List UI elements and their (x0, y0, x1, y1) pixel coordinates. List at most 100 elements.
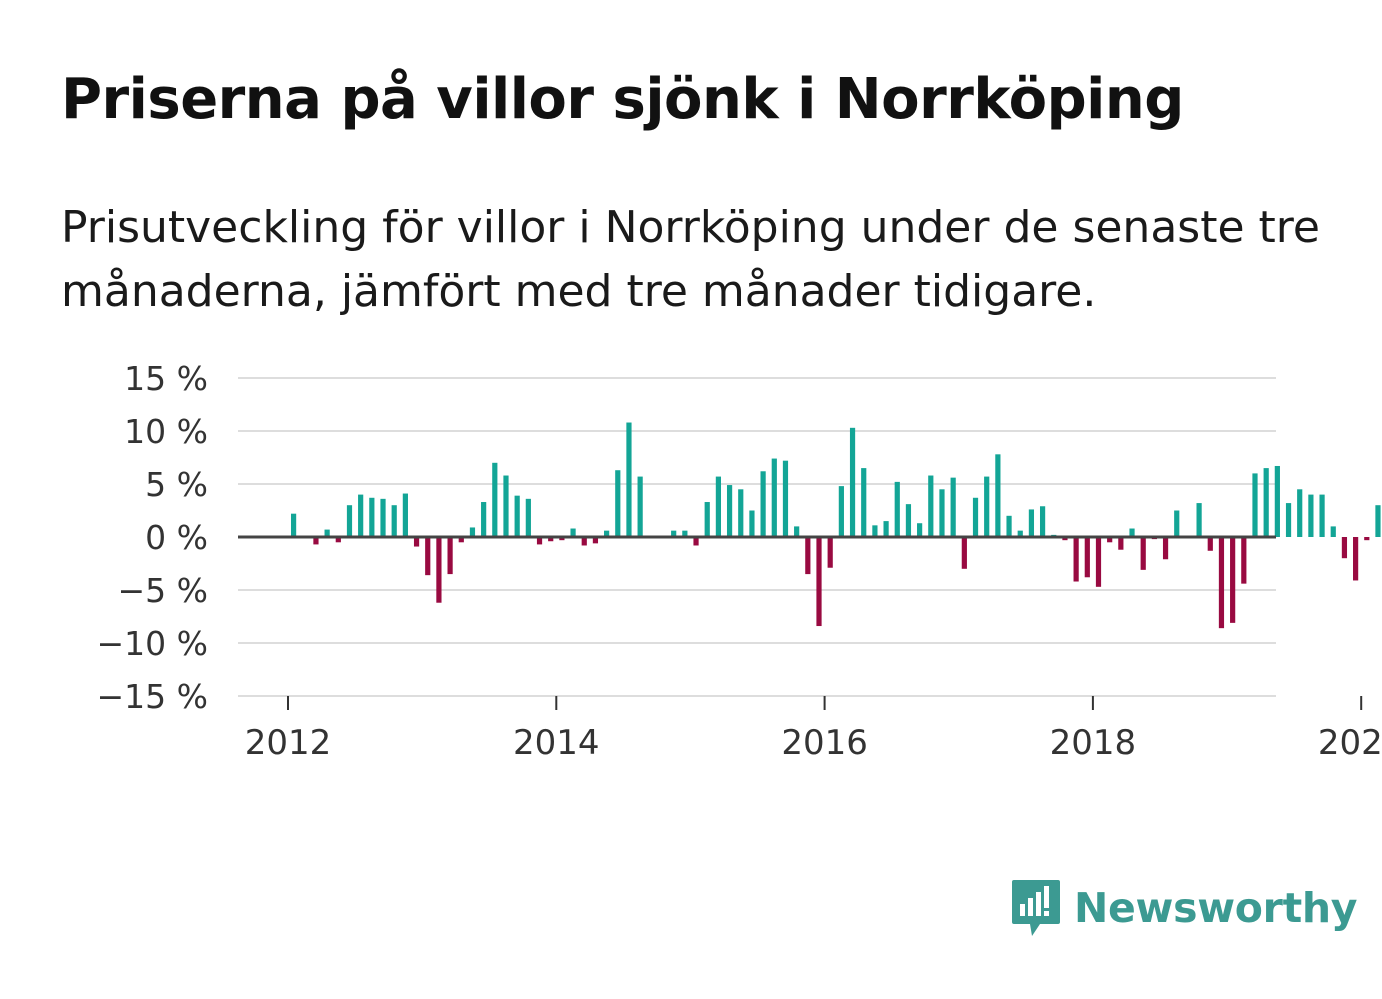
bar (782, 460, 789, 537)
bar (984, 476, 990, 537)
bar (1364, 537, 1370, 541)
y-tick-label: −10 % (97, 624, 209, 663)
bar (290, 513, 297, 537)
bar (1274, 465, 1280, 537)
bar (492, 462, 498, 537)
bar (995, 454, 1001, 537)
bar (972, 497, 979, 537)
bar (1073, 537, 1079, 582)
bar (402, 493, 408, 537)
bar (626, 422, 632, 537)
bar (1297, 489, 1303, 537)
bar (816, 537, 822, 627)
bar (559, 537, 565, 541)
bar (380, 498, 386, 537)
bar (1341, 537, 1348, 559)
bar (1129, 528, 1135, 537)
x-tick-label: 2016 (781, 723, 868, 763)
newsworthy-logo-icon (1012, 880, 1060, 936)
bar (693, 537, 699, 546)
x-axis: 20122014201620182020202220242026 (245, 696, 1382, 763)
bar (861, 468, 867, 537)
bar (503, 475, 509, 537)
bar (771, 458, 777, 537)
bar (335, 537, 341, 543)
y-tick-label: −15 % (97, 677, 209, 716)
bar (738, 489, 744, 537)
bar (794, 526, 800, 537)
bar (1285, 503, 1292, 537)
bar (1162, 537, 1169, 560)
bar (872, 525, 878, 537)
bar (1196, 503, 1202, 537)
bar (548, 537, 554, 542)
bar (514, 495, 520, 537)
bar (313, 537, 319, 545)
bar (917, 523, 923, 537)
bar (1095, 537, 1102, 587)
bar (1308, 494, 1314, 537)
x-tick-label: 2014 (513, 723, 600, 763)
bar (1207, 537, 1213, 551)
bar (525, 498, 531, 537)
gridlines (238, 377, 1276, 697)
bar (536, 537, 543, 545)
bar (592, 537, 599, 544)
bar (883, 521, 889, 537)
bar (1330, 526, 1336, 537)
bar (1375, 505, 1381, 537)
bar (1039, 506, 1046, 537)
bar (827, 537, 833, 568)
bar (481, 502, 487, 537)
bar (391, 505, 397, 537)
bar (369, 497, 375, 537)
bar (581, 537, 587, 546)
bar (413, 537, 420, 547)
bar (671, 530, 677, 537)
bar (805, 537, 811, 575)
y-tick-label: 15 % (124, 359, 208, 398)
bar (324, 529, 330, 537)
bar (1218, 537, 1225, 629)
bar (1084, 537, 1090, 578)
bar (1017, 530, 1023, 537)
bar (346, 505, 353, 537)
bar (436, 537, 442, 603)
bar (838, 486, 844, 537)
bar (950, 477, 956, 537)
bar (1353, 537, 1359, 581)
bar (1062, 537, 1068, 541)
bar (469, 527, 476, 537)
bar (615, 470, 621, 537)
bar (1263, 468, 1269, 537)
bar (1252, 473, 1258, 537)
bar (1174, 510, 1180, 537)
newsworthy-brand: Newsworthy (1010, 878, 1357, 938)
bar (1107, 537, 1113, 543)
bar (961, 537, 967, 569)
bar (358, 494, 364, 537)
x-tick-label: 2020 (1318, 723, 1382, 763)
bar (905, 504, 912, 537)
bar (447, 537, 453, 575)
bar (570, 528, 576, 537)
y-tick-label: 0 % (145, 518, 208, 557)
bar (760, 471, 766, 537)
bar (928, 475, 934, 537)
chart-subtitle: Prisutveckling för villor i Norrköping u… (61, 202, 1320, 317)
bar (682, 530, 688, 537)
y-tick-label: −5 % (118, 571, 209, 610)
bar (1006, 515, 1012, 537)
x-tick-label: 2012 (245, 723, 332, 763)
bar (715, 476, 721, 537)
bar (1028, 509, 1035, 537)
x-tick-label: 2018 (1050, 723, 1137, 763)
bar (894, 481, 900, 537)
bar (425, 537, 431, 576)
y-tick-label: 5 % (145, 465, 208, 504)
bar (1230, 537, 1236, 623)
bar (1140, 537, 1146, 570)
bar (604, 530, 610, 537)
y-axis-labels: 15 % 10 % 5 % 0 % −5 % −10 % −15 % (97, 359, 209, 716)
